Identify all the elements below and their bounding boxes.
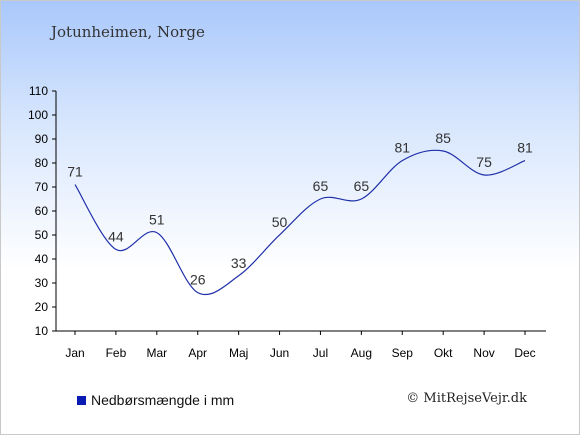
y-tick-label: 80 — [35, 156, 49, 170]
x-tick-label: Mar — [146, 346, 167, 360]
legend: Nedbørsmængde i mm — [77, 392, 234, 408]
y-tick-label: 70 — [35, 180, 49, 194]
legend-label: Nedbørsmængde i mm — [91, 392, 235, 408]
copyright-text: © MitRejseVejr.dk — [406, 391, 527, 406]
data-label: 33 — [231, 255, 247, 271]
x-tick-label: Jun — [270, 346, 289, 360]
precipitation-series-line — [74, 149, 526, 295]
x-tick-label: Okt — [434, 346, 453, 360]
data-label: 44 — [108, 228, 124, 244]
data-label: 75 — [476, 154, 492, 170]
data-label: 71 — [67, 164, 83, 180]
data-label: 65 — [354, 178, 370, 194]
legend-swatch — [77, 395, 86, 405]
data-labels: 71 44 51 26 33 50 65 65 81 85 75 81 — [67, 130, 533, 288]
data-label: 51 — [149, 212, 165, 228]
y-tick-label: 30 — [35, 276, 49, 290]
x-tick-label: Apr — [188, 346, 207, 360]
x-tick-label: Jan — [65, 346, 84, 360]
data-label: 26 — [190, 272, 206, 288]
y-tick-label: 40 — [35, 252, 49, 266]
location-title: Jotunheimen, Norge — [51, 23, 205, 41]
y-tick-label: 60 — [35, 204, 49, 218]
data-label: 85 — [435, 130, 451, 146]
y-tick-label: 10 — [35, 324, 49, 338]
y-tick-label: 110 — [29, 84, 48, 98]
y-tick-label: 50 — [35, 228, 49, 242]
data-label: 81 — [394, 140, 410, 156]
data-label: 81 — [517, 140, 533, 156]
x-tick-label: Feb — [106, 346, 127, 360]
x-axis-ticks: Jan Feb Mar Apr Maj Jun Jul Aug Sep Okt Nov Dec — [65, 331, 536, 360]
x-tick-label: Aug — [351, 346, 372, 360]
x-tick-label: Sep — [392, 346, 414, 360]
data-label: 65 — [313, 178, 329, 194]
x-tick-label: Nov — [473, 346, 494, 360]
x-tick-label: Jul — [313, 346, 328, 360]
x-tick-label: Maj — [229, 346, 248, 360]
y-axis-ticks: 10 20 30 40 50 60 70 80 90 100 110 — [28, 84, 56, 338]
y-tick-label: 90 — [35, 132, 49, 146]
data-label: 50 — [272, 214, 288, 230]
y-tick-label: 100 — [28, 108, 48, 122]
x-tick-label: Dec — [514, 346, 535, 360]
y-tick-label: 20 — [35, 300, 49, 314]
